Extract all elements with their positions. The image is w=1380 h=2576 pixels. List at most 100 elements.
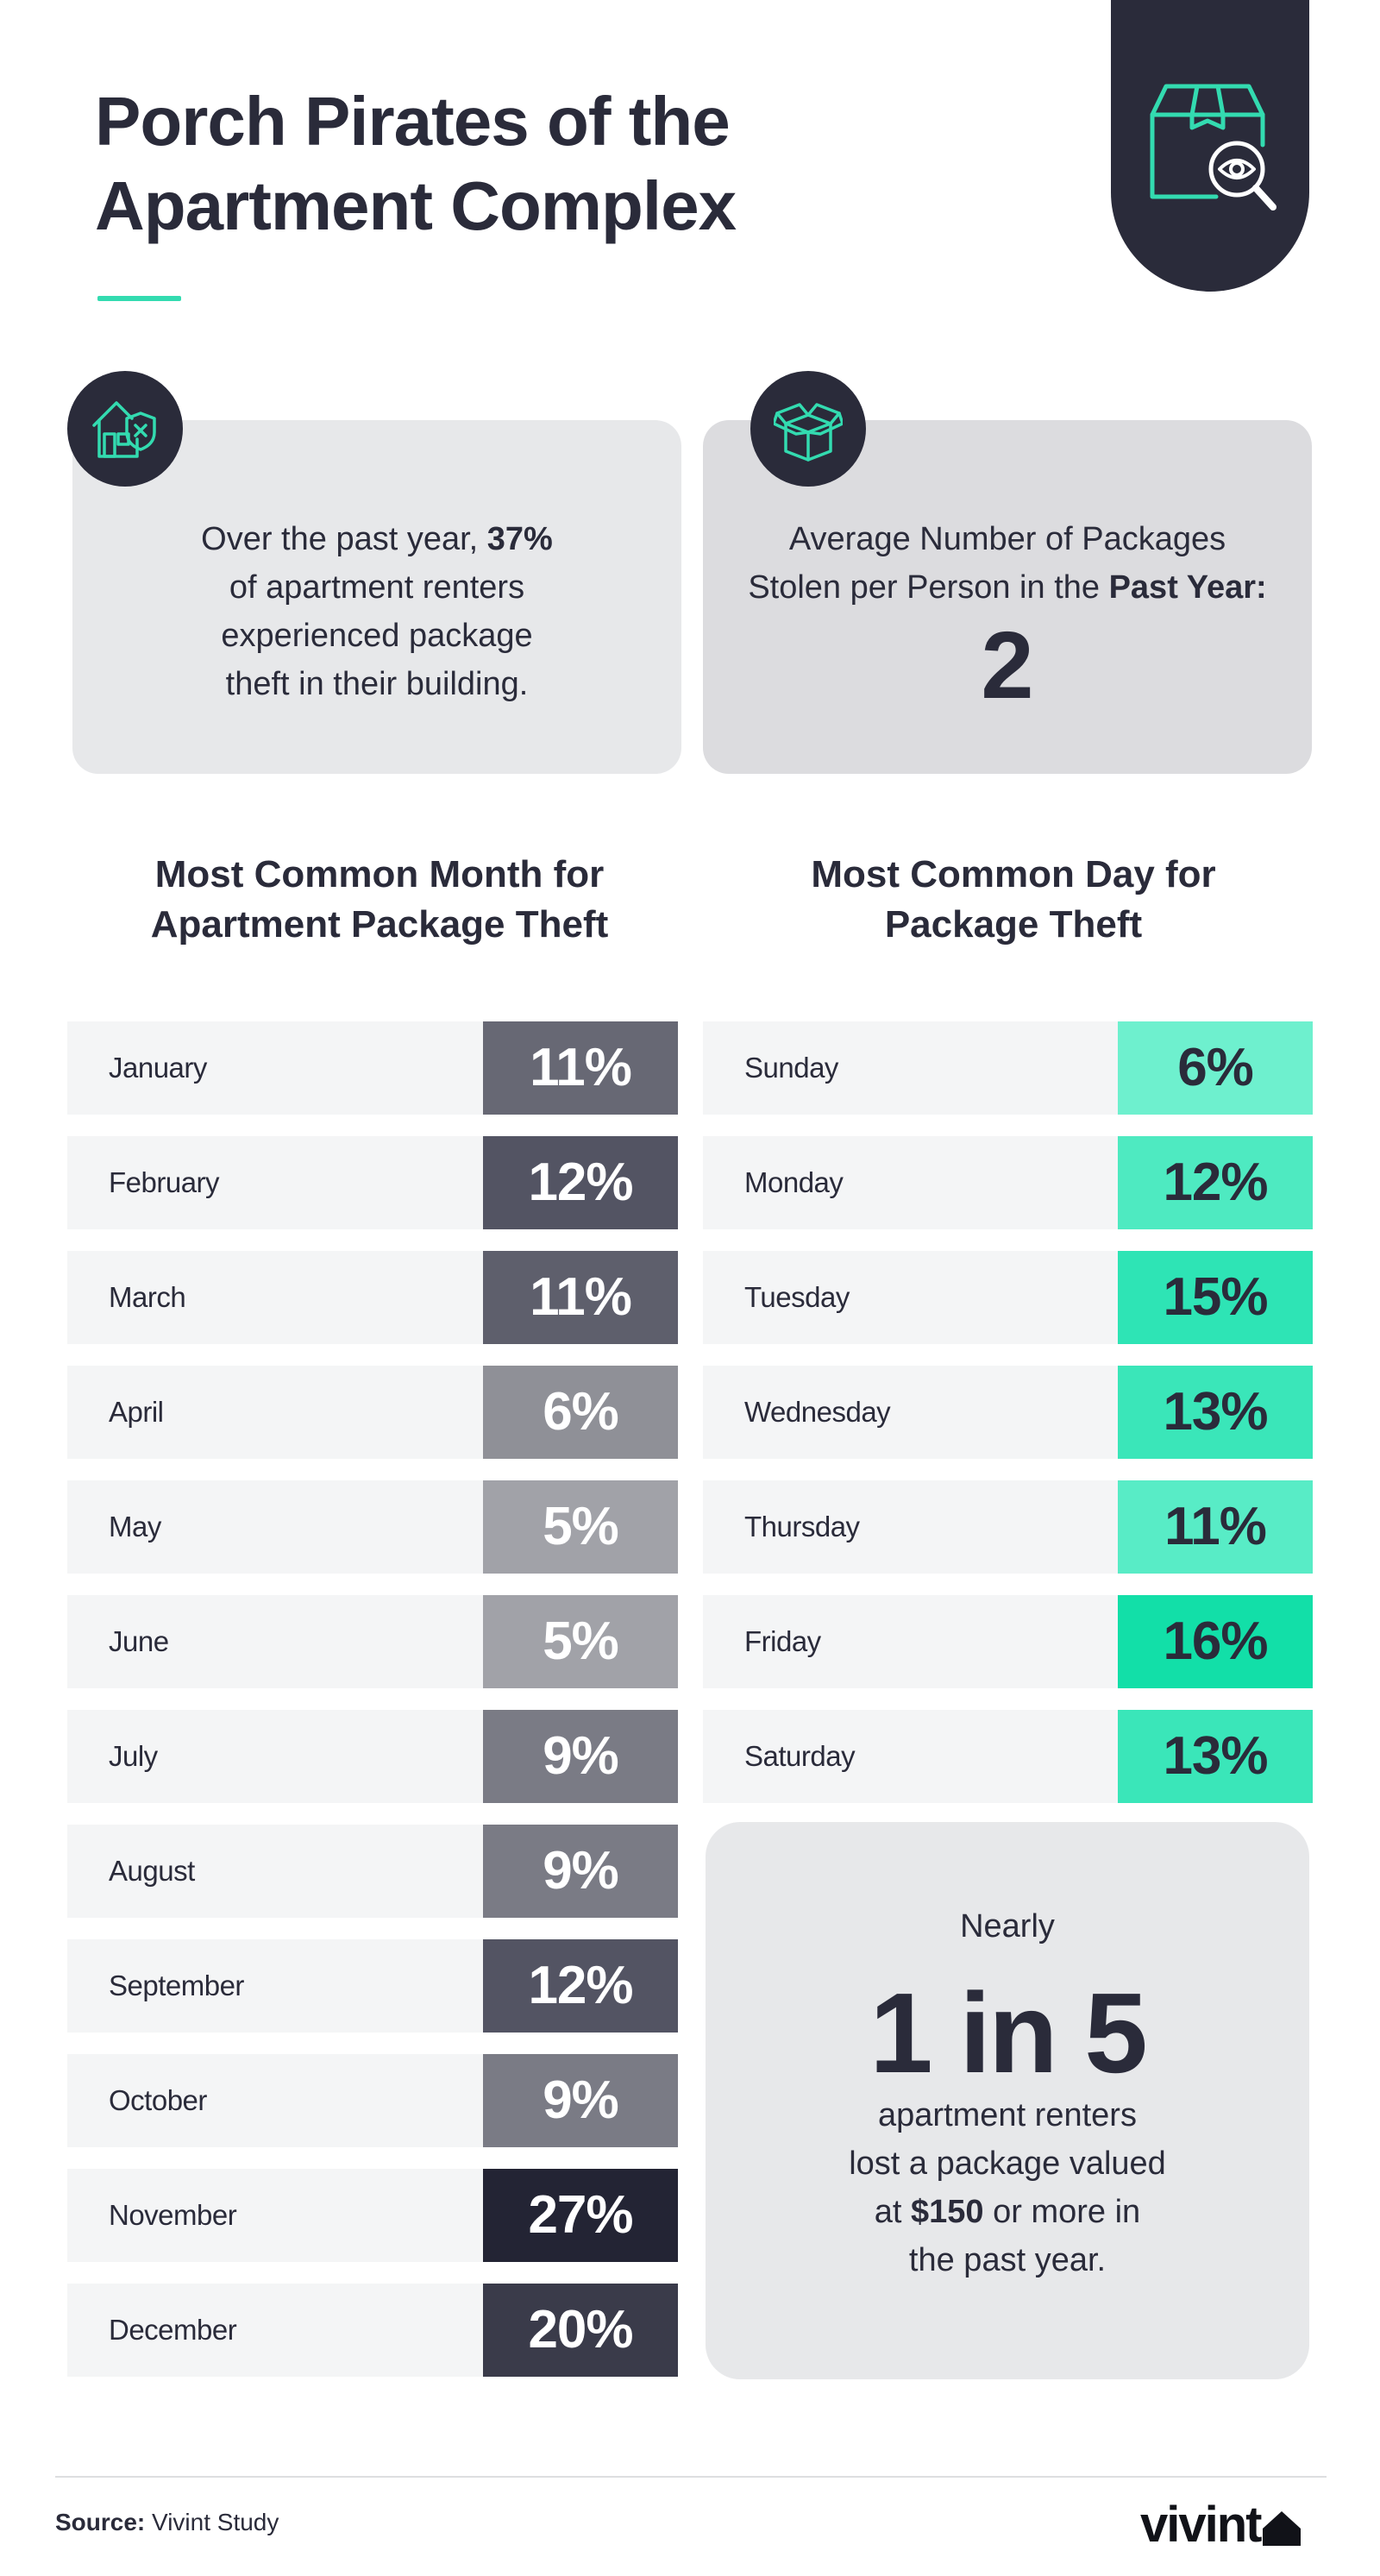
month-value: 6% — [483, 1366, 678, 1459]
day-value: 13% — [1118, 1710, 1313, 1803]
fact-line-3-post: or more in — [983, 2194, 1141, 2230]
month-row: November 27% — [67, 2169, 678, 2262]
fact-line-3-pre: at — [874, 2194, 912, 2230]
month-value: 20% — [483, 2284, 678, 2377]
month-value: 12% — [483, 1939, 678, 2033]
stat-right-line-1: Average Number of Packages — [788, 521, 1226, 557]
month-row: January 11% — [67, 1021, 678, 1115]
fact-line-4: the past year. — [908, 2242, 1107, 2278]
stat-right-highlight: Past Year: — [1108, 569, 1267, 606]
stat-right-line-2: Stolen per Person in the Past Year: — [703, 563, 1312, 612]
month-row: August 9% — [67, 1825, 678, 1918]
month-row: May 5% — [67, 1480, 678, 1574]
months-heading-line-2: Apartment Package Theft — [150, 903, 609, 946]
hero-badge — [1111, 0, 1309, 292]
day-value: 13% — [1118, 1366, 1313, 1459]
month-row: September 12% — [67, 1939, 678, 2033]
day-label: Friday — [744, 1625, 821, 1657]
month-value: 5% — [483, 1595, 678, 1688]
source-label: Source: — [55, 2509, 146, 2535]
stat-left-line-4: theft in their building. — [225, 666, 529, 702]
open-box-badge — [750, 371, 866, 487]
page-title: Porch Pirates of the Apartment Complex — [95, 79, 871, 248]
open-box-icon — [774, 403, 843, 462]
month-row: June 5% — [67, 1595, 678, 1688]
stat-left-line-1-pre: Over the past year, — [201, 521, 487, 557]
month-row: February 12% — [67, 1136, 678, 1229]
package-search-icon — [1150, 84, 1276, 210]
month-label: April — [109, 1396, 164, 1428]
month-value: 5% — [483, 1480, 678, 1574]
stat-left-line-3: experienced package — [221, 618, 533, 654]
stat-right-value: 2 — [981, 613, 1034, 719]
day-value: 6% — [1118, 1021, 1313, 1115]
source-text: Vivint Study — [145, 2509, 279, 2535]
month-label: November — [109, 2199, 237, 2231]
month-row: December 20% — [67, 2284, 678, 2377]
day-row: Wednesday 13% — [703, 1366, 1313, 1459]
month-label: August — [109, 1855, 195, 1887]
vivint-logo: vivint — [1140, 2497, 1301, 2553]
day-value: 15% — [1118, 1251, 1313, 1344]
stat-left-highlight: 37% — [486, 521, 553, 557]
day-value: 12% — [1118, 1136, 1313, 1229]
month-row: July 9% — [67, 1710, 678, 1803]
month-value: 11% — [483, 1021, 678, 1115]
stat-right-text: Average Number of Packages Stolen per Pe… — [703, 515, 1312, 612]
house-shield-badge — [67, 371, 183, 487]
day-label: Thursday — [744, 1511, 860, 1542]
fact-card: Nearly 1 in 5 apartment renters lost a p… — [706, 1822, 1309, 2379]
month-label: December — [109, 2314, 237, 2346]
stat-card-avg-packages: Average Number of Packages Stolen per Pe… — [703, 420, 1312, 774]
day-value: 11% — [1118, 1480, 1313, 1574]
stat-right-line-2-pre: Stolen per Person in the — [748, 569, 1109, 606]
source-note: Source: Vivint Study — [55, 2509, 279, 2536]
house-logo-icon — [1262, 2511, 1301, 2546]
stat-left-text: Over the past year, 37% of apartment ren… — [72, 515, 681, 708]
fact-highlight: $150 — [911, 2194, 984, 2230]
fact-big-stat: 1 in 5 — [869, 1970, 1147, 2096]
month-label: September — [109, 1970, 244, 2001]
days-heading-line-1: Most Common Day for — [811, 853, 1216, 895]
months-heading-line-1: Most Common Month for — [154, 853, 605, 895]
day-label: Saturday — [744, 1740, 856, 1772]
month-label: July — [109, 1740, 158, 1772]
fact-line-1: apartment renters — [878, 2097, 1137, 2133]
fact-nearly: Nearly — [960, 1908, 1055, 1945]
month-label: June — [109, 1625, 169, 1657]
day-row: Tuesday 15% — [703, 1251, 1313, 1344]
day-label: Sunday — [744, 1052, 838, 1084]
month-label: January — [109, 1052, 207, 1084]
title-accent-bar — [97, 296, 181, 301]
month-row: October 9% — [67, 2054, 678, 2147]
month-value: 12% — [483, 1136, 678, 1229]
footer-divider — [55, 2476, 1327, 2478]
days-heading: Most Common Day for Package Theft — [712, 850, 1315, 950]
month-label: October — [109, 2084, 207, 2116]
day-row: Saturday 13% — [703, 1710, 1313, 1803]
month-label: February — [109, 1166, 220, 1198]
fact-line-3: at $150 or more in — [706, 2188, 1309, 2236]
month-row: April 6% — [67, 1366, 678, 1459]
day-row: Friday 16% — [703, 1595, 1313, 1688]
fact-line-2: lost a package valued — [849, 2146, 1166, 2182]
logo-wordmark: vivint — [1140, 2497, 1262, 2553]
month-value: 9% — [483, 2054, 678, 2147]
month-value: 9% — [483, 1825, 678, 1918]
month-label: May — [109, 1511, 161, 1542]
day-label: Tuesday — [744, 1281, 850, 1313]
fact-description: apartment renters lost a package valued … — [706, 2091, 1309, 2284]
month-label: March — [109, 1281, 186, 1313]
stat-card-theft-rate: Over the past year, 37% of apartment ren… — [72, 420, 681, 774]
month-value: 9% — [483, 1710, 678, 1803]
days-heading-line-2: Package Theft — [884, 903, 1143, 946]
day-value: 16% — [1118, 1595, 1313, 1688]
stat-left-line-2: of apartment renters — [229, 569, 525, 606]
months-heading: Most Common Month for Apartment Package … — [78, 850, 681, 950]
house-shield-icon — [92, 401, 156, 458]
day-label: Wednesday — [744, 1396, 891, 1428]
month-row: March 11% — [67, 1251, 678, 1344]
title-line-1: Porch Pirates of the — [95, 83, 731, 160]
month-value: 27% — [483, 2169, 678, 2262]
stat-left-line-1: Over the past year, 37% — [72, 515, 681, 563]
